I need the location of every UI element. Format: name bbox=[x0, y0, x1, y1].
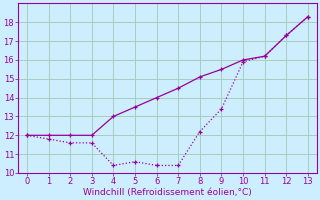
X-axis label: Windchill (Refroidissement éolien,°C): Windchill (Refroidissement éolien,°C) bbox=[83, 188, 252, 197]
